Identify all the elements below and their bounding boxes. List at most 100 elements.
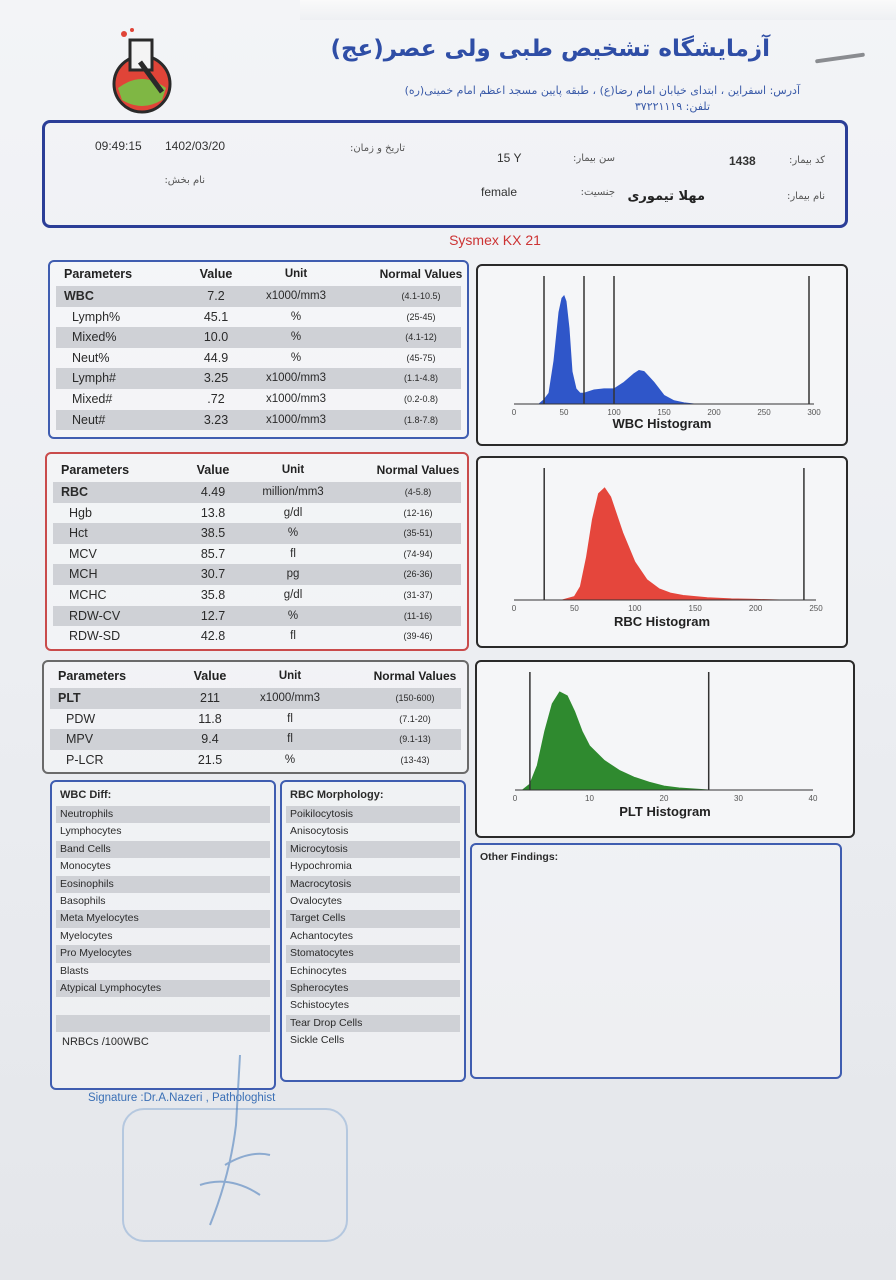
param-name: PDW — [66, 711, 96, 726]
wbc-diff-item — [56, 997, 270, 1014]
param-name: MCH — [69, 567, 98, 582]
param-normal-range: (9.1-13) — [399, 734, 431, 745]
wbc-diff-item: Blasts — [60, 964, 89, 977]
param-name: Mixed# — [72, 391, 113, 406]
table-row: MCHC 35.8 g/dl (31-37) — [53, 585, 461, 606]
patient-code: 1438 — [729, 154, 756, 168]
plt-histogram: 0 10 20 30 40 PLT Histogram — [475, 660, 855, 838]
histogram-tick-label: 30 — [734, 794, 743, 803]
header-param: Parameters — [64, 267, 133, 281]
rbc-morphology-item: Tear Drop Cells — [286, 1014, 460, 1033]
param-unit: fl — [290, 630, 296, 643]
param-normal-range: (1.1-4.8) — [403, 373, 438, 384]
histogram-curve — [514, 295, 714, 405]
param-unit: pg — [286, 568, 300, 581]
param-name: MPV — [66, 732, 94, 747]
table-row: Lymph# 3.25 x1000/mm3 (1.1-4.8) — [56, 368, 461, 389]
histogram-svg: 0 10 20 30 40 — [513, 672, 818, 803]
paper-fold — [300, 0, 896, 20]
wbc-diff-item: Pro Myelocytes — [56, 945, 270, 963]
param-name: WBC — [64, 289, 94, 303]
param-value: 10.0 — [203, 330, 229, 345]
param-unit: % — [284, 753, 296, 766]
lab-logo-icon — [100, 26, 188, 114]
param-value: 35.8 — [200, 587, 226, 602]
patient-age: 15 Y — [497, 151, 522, 165]
rbc-histogram: 0 50 100 150 200 250 RBC Histogram — [476, 456, 848, 648]
rbc-morphology-item: Ovalocytes — [290, 894, 342, 907]
histogram-tick-label: 0 — [512, 604, 517, 613]
header-value: Value — [196, 463, 230, 477]
table-row: Lymph% 45.1% (25-45) — [56, 307, 461, 328]
wbc-diff-item — [56, 1014, 270, 1033]
param-value: 9.4 — [201, 732, 219, 747]
rbc-panel: Parameters Value Unit Normal Values RBC 4.49 m… — [45, 452, 469, 651]
param-name: RBC — [61, 485, 89, 499]
patient-age-label: سن بیمار: — [573, 153, 615, 164]
param-value: 11.8 — [198, 711, 222, 726]
histogram-tick-label: 0 — [512, 408, 517, 417]
table-row: Hct 38.5% (35-51) — [53, 523, 461, 544]
param-name: Mixed% — [72, 330, 117, 345]
param-unit: % — [290, 351, 302, 364]
table-row: MCH 30.7 pg (26-36) — [53, 564, 461, 585]
param-value: 42.8 — [200, 629, 226, 644]
plt-table: Parameters Value Unit Normal Values PLT 211 x1… — [50, 664, 461, 770]
param-value: 12.7 — [200, 608, 226, 623]
signature-scribble — [199, 1055, 271, 1226]
param-normal-range: (45-75) — [406, 352, 436, 363]
lab-phone: تلفن: ۳۷۲۲۱۱۱۹ — [634, 100, 710, 113]
header-unit: Unit — [284, 268, 308, 280]
histogram-tick-label: 200 — [749, 604, 763, 613]
param-unit: fl — [290, 547, 296, 560]
table-row: RBC 4.49 million/mm3 (4-5.8) — [53, 482, 461, 503]
wbc-panel: Parameters Value Unit Normal Values WBC 7.2 x1… — [48, 260, 469, 439]
wbc-histogram-title: WBC Histogram — [612, 416, 712, 431]
patient-gender: female — [481, 185, 518, 199]
wbc-histogram: 0 50 100 150 200 250 300 WBC Histogram — [476, 264, 848, 446]
header-normal: Normal Values — [379, 267, 463, 281]
rbc-morphology-item: Sickle Cells — [290, 1034, 345, 1047]
wbc-diff-item: Band Cells — [56, 840, 270, 859]
param-name: Neut# — [72, 412, 106, 427]
header-unit: Unit — [278, 670, 302, 682]
param-normal-range: (1.8-7.8) — [403, 414, 438, 425]
signature-line: Signature :Dr.A.Nazeri , Pathologhist — [88, 1092, 276, 1104]
param-value: 7.2 — [207, 289, 225, 303]
param-normal-range: (13-43) — [400, 754, 430, 765]
table-row: Mixed% 10.0% (4.1-12) — [56, 327, 461, 348]
param-name: MCV — [69, 546, 97, 561]
param-name: P-LCR — [66, 752, 104, 767]
table-row: MCV 85.7 fl (74-94) — [53, 544, 461, 565]
patient-code-label: کد بیمار: — [788, 155, 825, 166]
param-normal-range: (74-94) — [403, 548, 433, 559]
param-value: 45.1 — [203, 309, 229, 324]
rbc-morphology-item: Stomatocytes — [286, 945, 460, 963]
stamp-seal — [122, 1108, 348, 1242]
histogram-tick-label: 250 — [757, 408, 771, 417]
rbc-histogram-title: RBC Histogram — [613, 614, 711, 629]
param-normal-range: (7.1-20) — [399, 713, 431, 724]
param-value: .72 — [207, 391, 225, 406]
plt-panel: Parameters Value Unit Normal Values PLT 211 x1… — [42, 660, 469, 774]
table-header: Parameters Value Unit Normal Values — [53, 458, 461, 482]
header-unit: Unit — [281, 464, 305, 476]
param-value: 38.5 — [200, 526, 226, 541]
param-value: 85.7 — [200, 546, 226, 561]
histogram-svg: 0 50 100 150 200 250 300 — [512, 276, 821, 417]
table-header: Parameters Value Unit Normal Values — [50, 664, 461, 688]
table-header: Parameters Value Unit Normal Values — [56, 262, 462, 286]
rbc-morphology-title: RBC Morphology: — [290, 789, 384, 801]
wbc-diff-item: Neutrophils — [56, 806, 270, 824]
histogram-tick-label: 50 — [560, 408, 569, 417]
param-normal-range: (4-5.8) — [404, 487, 432, 497]
rbc-morphology-list: RBC Morphology: Poikilocytosis Anisocytos… — [286, 784, 460, 1049]
param-normal-range: (11-16) — [403, 610, 433, 621]
report-time: 09:49:15 — [95, 139, 142, 153]
param-name: Neut% — [72, 350, 110, 365]
param-value: 44.9 — [203, 350, 229, 365]
param-unit: % — [287, 527, 299, 540]
param-normal-range: (12-16) — [403, 507, 433, 518]
histogram-svg: 0 50 100 150 200 250 — [512, 468, 823, 613]
patient-gender-label: جنسیت: — [580, 187, 615, 198]
